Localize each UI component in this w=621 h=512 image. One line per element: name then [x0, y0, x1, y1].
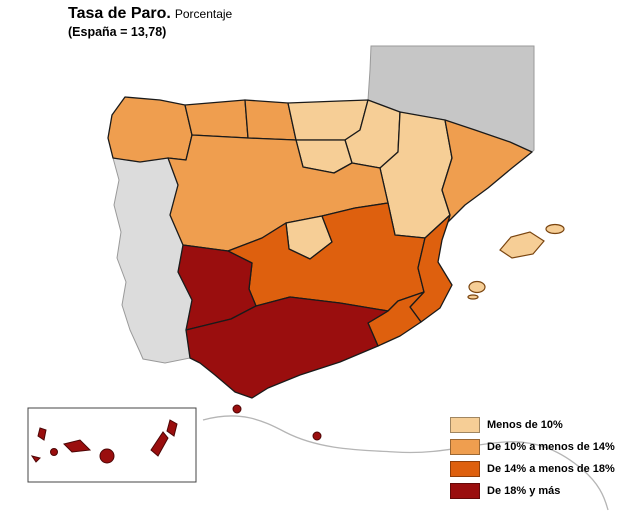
legend-item: De 18% y más: [450, 483, 615, 499]
legend-label-gte18: De 18% y más: [487, 485, 561, 497]
map-legend: Menos de 10% De 10% a menos de 14% De 14…: [450, 417, 615, 499]
region-andalucia: [185, 296, 389, 399]
legend-swatch-lt10: [450, 417, 480, 433]
gran-canaria-island: [99, 448, 115, 464]
formentera-island: [467, 294, 479, 300]
legend-item: De 14% a menos de 18%: [450, 461, 615, 477]
mallorca-island: [499, 231, 545, 259]
title-block: Tasa de Paro. Porcentaje (España = 13,78): [68, 5, 232, 39]
fuerteventura-island: [150, 431, 169, 457]
legend-swatch-14-18: [450, 461, 480, 477]
page-title: Tasa de Paro.: [68, 5, 171, 22]
la-gomera-island: [50, 448, 58, 456]
menorca-island: [545, 223, 565, 235]
ibiza-island: [468, 280, 486, 294]
legend-swatch-gte18: [450, 483, 480, 499]
canary-islands-inset-box: [27, 407, 197, 483]
region-baleares: [467, 223, 565, 300]
title-line: Tasa de Paro. Porcentaje: [68, 5, 232, 23]
national-value-note: (España = 13,78): [68, 25, 167, 39]
region-melilla: [312, 431, 322, 441]
page-subtitle: Porcentaje: [174, 7, 233, 21]
el-hierro-island: [30, 455, 41, 463]
lanzarote-island: [166, 419, 178, 437]
region-ceuta: [232, 404, 242, 414]
region-canarias: [30, 419, 178, 464]
legend-label-10-14: De 10% a menos de 14%: [487, 441, 615, 453]
legend-label-lt10: Menos de 10%: [487, 419, 563, 431]
region-asturias: [184, 99, 249, 139]
region-cataluna: [441, 119, 533, 223]
la-palma-island: [37, 427, 47, 441]
tenerife-island: [63, 439, 92, 453]
africa-coastline: [202, 415, 609, 511]
legend-label-14-18: De 14% a menos de 18%: [487, 463, 615, 475]
legend-swatch-10-14: [450, 439, 480, 455]
region-galicia: [107, 96, 193, 163]
legend-item: Menos de 10%: [450, 417, 615, 433]
region-valencia: [409, 214, 453, 323]
legend-item: De 10% a menos de 14%: [450, 439, 615, 455]
